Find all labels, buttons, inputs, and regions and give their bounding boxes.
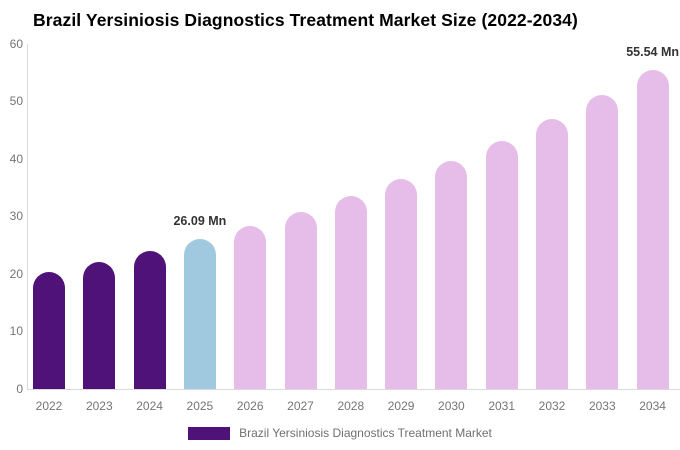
legend-swatch [188,426,231,440]
legend-label: Brazil Yersiniosis Diagnostics Treatment… [239,426,492,440]
bar-2025 [183,238,216,389]
x-tick-label-2023: 2023 [85,399,113,413]
y-tick-label-40: 40 [9,151,23,166]
x-tick-label-2032: 2032 [538,399,566,413]
x-tick-label-2030: 2030 [438,399,465,413]
bar-2033 [586,95,619,389]
bar-2032 [536,118,568,389]
x-tick-label-2034: 2034 [639,399,666,413]
x-tick-label-2022: 2022 [35,399,63,413]
y-axis-line [27,44,28,390]
bar-2034 [636,69,669,389]
x-tick-label-2029: 2029 [387,399,415,413]
x-tick-label-2026: 2026 [236,399,264,413]
bar-2023 [83,262,116,389]
x-tick-label-2027: 2027 [287,399,314,413]
y-tick-label-30: 30 [9,209,23,223]
bar-2030 [435,160,468,389]
x-tick-label-2024: 2024 [136,399,163,413]
y-tick-label-20: 20 [9,266,23,281]
bar-2031 [485,140,518,389]
x-axis-line [27,389,680,390]
y-tick-label-50: 50 [9,94,23,108]
value-label-2034: 55.54 Mn [626,44,679,59]
bar-2027 [284,211,317,389]
x-tick-label-2033: 2033 [588,399,616,413]
legend: Brazil Yersiniosis Diagnostics Treatment… [0,426,680,440]
x-tick-label-2028: 2028 [337,399,365,413]
x-tick-label-2025: 2025 [186,399,214,413]
bar-2022 [33,272,65,389]
x-tick-label-2031: 2031 [488,399,516,413]
y-tick-label-0: 0 [16,381,23,396]
chart-title: Brazil Yersiniosis Diagnostics Treatment… [33,10,578,30]
bar-2026 [234,225,267,389]
bar-2028 [334,195,367,389]
value-label-2025: 26.09 Mn [173,213,227,228]
y-tick-label-10: 10 [9,324,23,338]
bar-2024 [133,251,166,389]
bar-2029 [385,179,418,389]
y-tick-label-60: 60 [9,36,23,51]
